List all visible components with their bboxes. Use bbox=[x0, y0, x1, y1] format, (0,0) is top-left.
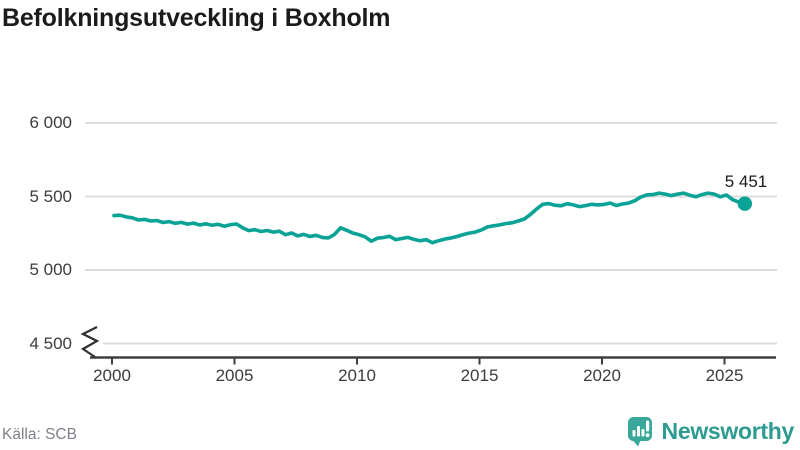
newsworthy-wordmark: Newsworthy bbox=[661, 418, 795, 444]
end-point-marker bbox=[737, 196, 753, 211]
y-axis-break-icon bbox=[80, 326, 100, 358]
end-value-label: 5 451 bbox=[724, 172, 768, 191]
source-caption: Källa: SCB bbox=[2, 426, 77, 443]
newsworthy-bar-chart-bubble-icon bbox=[627, 417, 652, 447]
newsworthy-logo: Newsworthy bbox=[627, 416, 794, 447]
x-axis-tick-label: 2000 bbox=[93, 366, 131, 385]
x-axis-tick-label: 2025 bbox=[705, 366, 744, 385]
y-axis-tick-label: 5 500 bbox=[29, 186, 72, 206]
x-axis-tick-label: 2020 bbox=[583, 366, 621, 385]
y-axis-tick-label: 5 000 bbox=[29, 260, 72, 279]
population-line bbox=[112, 191, 747, 245]
x-axis-tick-label: 2010 bbox=[338, 366, 376, 385]
y-axis-tick-label: 4 500 bbox=[29, 333, 72, 353]
chart-title: Befolkningsutveckling i Boxholm bbox=[2, 4, 391, 32]
x-axis-tick-label: 2005 bbox=[215, 366, 254, 385]
y-axis-tick-label: 6 000 bbox=[29, 113, 72, 132]
x-axis-tick-label: 2015 bbox=[460, 366, 499, 385]
